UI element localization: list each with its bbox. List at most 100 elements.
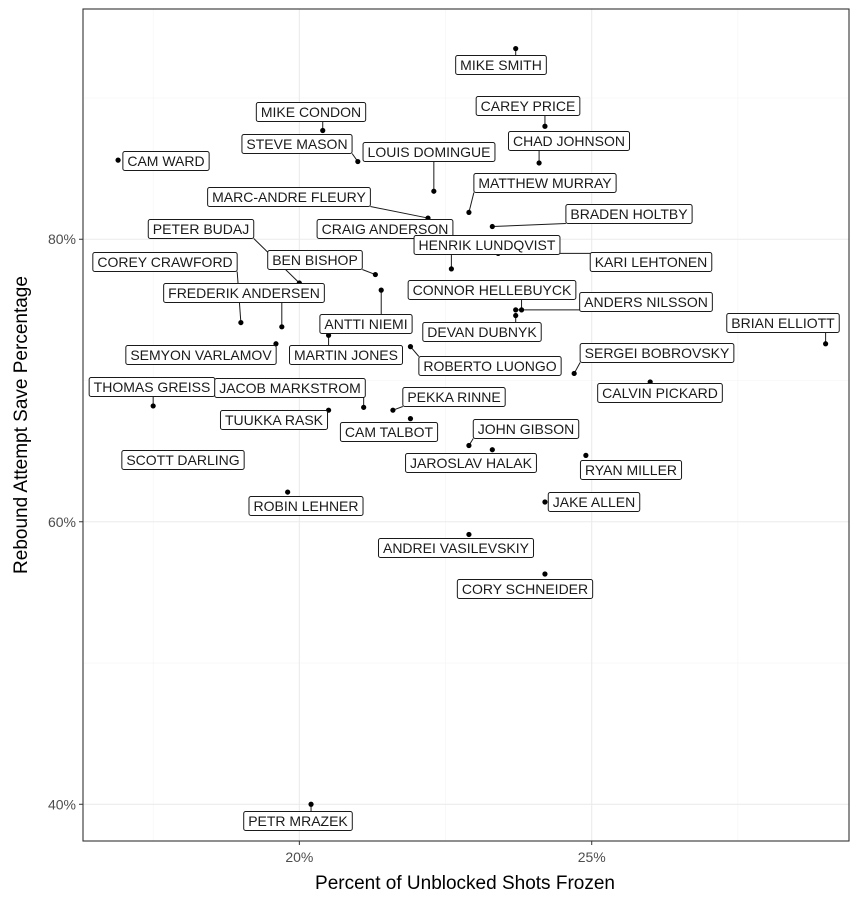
point-label-devan-dubnyk: DEVAN DUBNYK xyxy=(422,322,542,342)
data-point-mike-condon xyxy=(320,127,326,134)
point-label-braden-holtby: BRADEN HOLTBY xyxy=(565,204,693,224)
point-label-steve-mason: STEVE MASON xyxy=(241,134,353,154)
label-box xyxy=(92,252,238,272)
label-box xyxy=(472,419,580,439)
point-label-cory-schneider: CORY SCHNEIDER xyxy=(456,579,594,599)
label-box xyxy=(219,410,329,430)
point-label-jacob-markstrom: JACOB MARKSTROM xyxy=(214,378,366,398)
label-box xyxy=(319,314,413,334)
point-label-antti-niemi: ANTTI NIEMI xyxy=(319,314,413,334)
point-label-louis-domingue: LOUIS DOMINGUE xyxy=(362,142,496,162)
label-box xyxy=(579,292,713,312)
point-label-text: FREDERIK ANDERSEN xyxy=(168,285,320,301)
leader-line-braden-holtby xyxy=(492,223,566,228)
label-box xyxy=(377,538,535,558)
data-point-brian-elliott xyxy=(823,341,829,347)
point-label-matthew-murray: MATTHEW MURRAY xyxy=(473,173,617,193)
label-box xyxy=(579,343,735,363)
point-label-jaroslav-halak: JAROSLAV HALAK xyxy=(405,453,537,473)
point-label-semyon-varlamov: SEMYON VARLAMOV xyxy=(125,345,277,365)
point-label-text: LOUIS DOMINGUE xyxy=(368,144,491,160)
data-point-john-gibson xyxy=(466,442,472,449)
point-label-text: SEMYON VARLAMOV xyxy=(130,347,272,363)
label-box xyxy=(475,96,581,116)
label-box xyxy=(125,345,277,365)
point-label-anders-nilsson: ANDERS NILSSON xyxy=(579,292,713,312)
point-label-brian-elliott: BRIAN ELLIOTT xyxy=(726,313,840,333)
point-label-andrei-vasilevskiy: ANDREI VASILEVSKIY xyxy=(377,538,535,558)
data-point-matthew-murray xyxy=(466,209,472,216)
point-label-text: CHAD JOHNSON xyxy=(513,133,625,149)
point-labels: MIKE SMITH MIKE CONDON CAREY PRICE CHAD JOH… xyxy=(88,55,840,831)
label-box xyxy=(402,387,506,407)
point-label-connor-hellebuyck: CONNOR HELLEBUYCK xyxy=(407,280,577,300)
point-label-text: HENRIK LUNDQVIST xyxy=(419,237,556,253)
point-label-calvin-pickard: CALVIN PICKARD xyxy=(597,383,723,403)
label-box xyxy=(121,450,245,470)
point-label-text: ROBIN LEHNER xyxy=(253,498,358,514)
label-box xyxy=(407,280,577,300)
data-point-antti-niemi xyxy=(378,287,384,293)
point-label-text: PETR MRAZEK xyxy=(248,813,348,829)
data-point-martin-jones xyxy=(325,332,332,338)
data-point-jaroslav-halak xyxy=(489,447,495,453)
point-label-text: DEVAN DUBNYK xyxy=(427,324,537,340)
data-point-braden-holtby xyxy=(489,223,495,230)
point-label-text: MIKE SMITH xyxy=(460,57,542,73)
point-label-text: JAKE ALLEN xyxy=(553,494,636,510)
label-box xyxy=(163,283,325,303)
point-label-text: RYAN MILLER xyxy=(585,462,677,478)
point-label-tuukka-rask: TUUKKA RASK xyxy=(219,410,329,430)
point-label-cam-talbot: CAM TALBOT xyxy=(339,422,439,442)
point-label-corey-crawford: COREY CRAWFORD xyxy=(92,252,238,272)
point-label-text: BEN BISHOP xyxy=(272,252,358,268)
point-label-scott-darling: SCOTT DARLING xyxy=(121,450,245,470)
point-label-robin-lehner: ROBIN LEHNER xyxy=(248,496,364,516)
data-point-steve-mason xyxy=(355,158,361,165)
data-point-jacob-markstrom xyxy=(361,404,367,410)
point-label-marc-andre-fleury: MARC-ANDRE FLEURY xyxy=(207,187,371,207)
label-box xyxy=(316,219,454,239)
point-label-john-gibson: JOHN GIBSON xyxy=(472,419,580,439)
point-label-mike-condon: MIKE CONDON xyxy=(255,102,367,122)
point-label-kari-lehtonen: KARI LEHTONEN xyxy=(589,252,713,272)
data-point-petr-mrazek xyxy=(308,801,314,807)
point-label-carey-price: CAREY PRICE xyxy=(475,96,581,116)
point-label-roberto-luongo: ROBERTO LUONGO xyxy=(418,356,562,376)
data-point-anders-nilsson xyxy=(513,307,519,313)
data-point-devan-dubnyk xyxy=(513,312,519,319)
point-label-text: CAM TALBOT xyxy=(345,424,434,440)
data-point-connor-hellebuyck xyxy=(518,307,525,313)
label-box xyxy=(565,204,693,224)
point-label-text: JAROSLAV HALAK xyxy=(410,455,533,471)
x-axis-ticks: 20% 25% xyxy=(285,841,606,865)
point-label-martin-jones: MARTIN JONES xyxy=(289,345,403,365)
data-point-roberto-luongo xyxy=(407,344,414,350)
label-box xyxy=(413,235,561,255)
label-box xyxy=(241,134,353,154)
point-label-text: MARTIN JONES xyxy=(294,347,398,363)
data-point-corey-crawford xyxy=(238,319,244,326)
point-label-text: THOMAS GREISS xyxy=(94,379,211,395)
label-box xyxy=(456,579,594,599)
data-point-ben-bishop xyxy=(372,271,378,278)
label-box xyxy=(214,378,366,398)
y-tick-label: 60% xyxy=(48,514,76,530)
label-box xyxy=(289,345,403,365)
label-box xyxy=(248,496,364,516)
point-label-text: KARI LEHTONEN xyxy=(595,254,708,270)
point-label-cam-ward: CAM WARD xyxy=(122,151,210,171)
point-label-text: CAREY PRICE xyxy=(481,98,576,114)
label-box xyxy=(207,187,371,207)
y-tick-label: 40% xyxy=(48,796,76,812)
point-label-text: SERGEI BOBROVSKY xyxy=(585,345,730,361)
point-label-text: CONNOR HELLEBUYCK xyxy=(413,282,572,298)
data-point-robin-lehner xyxy=(285,489,291,495)
point-label-text: MARC-ANDRE FLEURY xyxy=(212,189,366,205)
point-label-text: ROBERTO LUONGO xyxy=(423,358,556,374)
label-box xyxy=(726,313,840,333)
data-point-frederik-andersen xyxy=(279,324,285,330)
label-box xyxy=(405,453,537,473)
data-point-carey-price xyxy=(542,123,548,129)
point-label-text: ANDREI VASILEVSKIY xyxy=(383,540,530,556)
